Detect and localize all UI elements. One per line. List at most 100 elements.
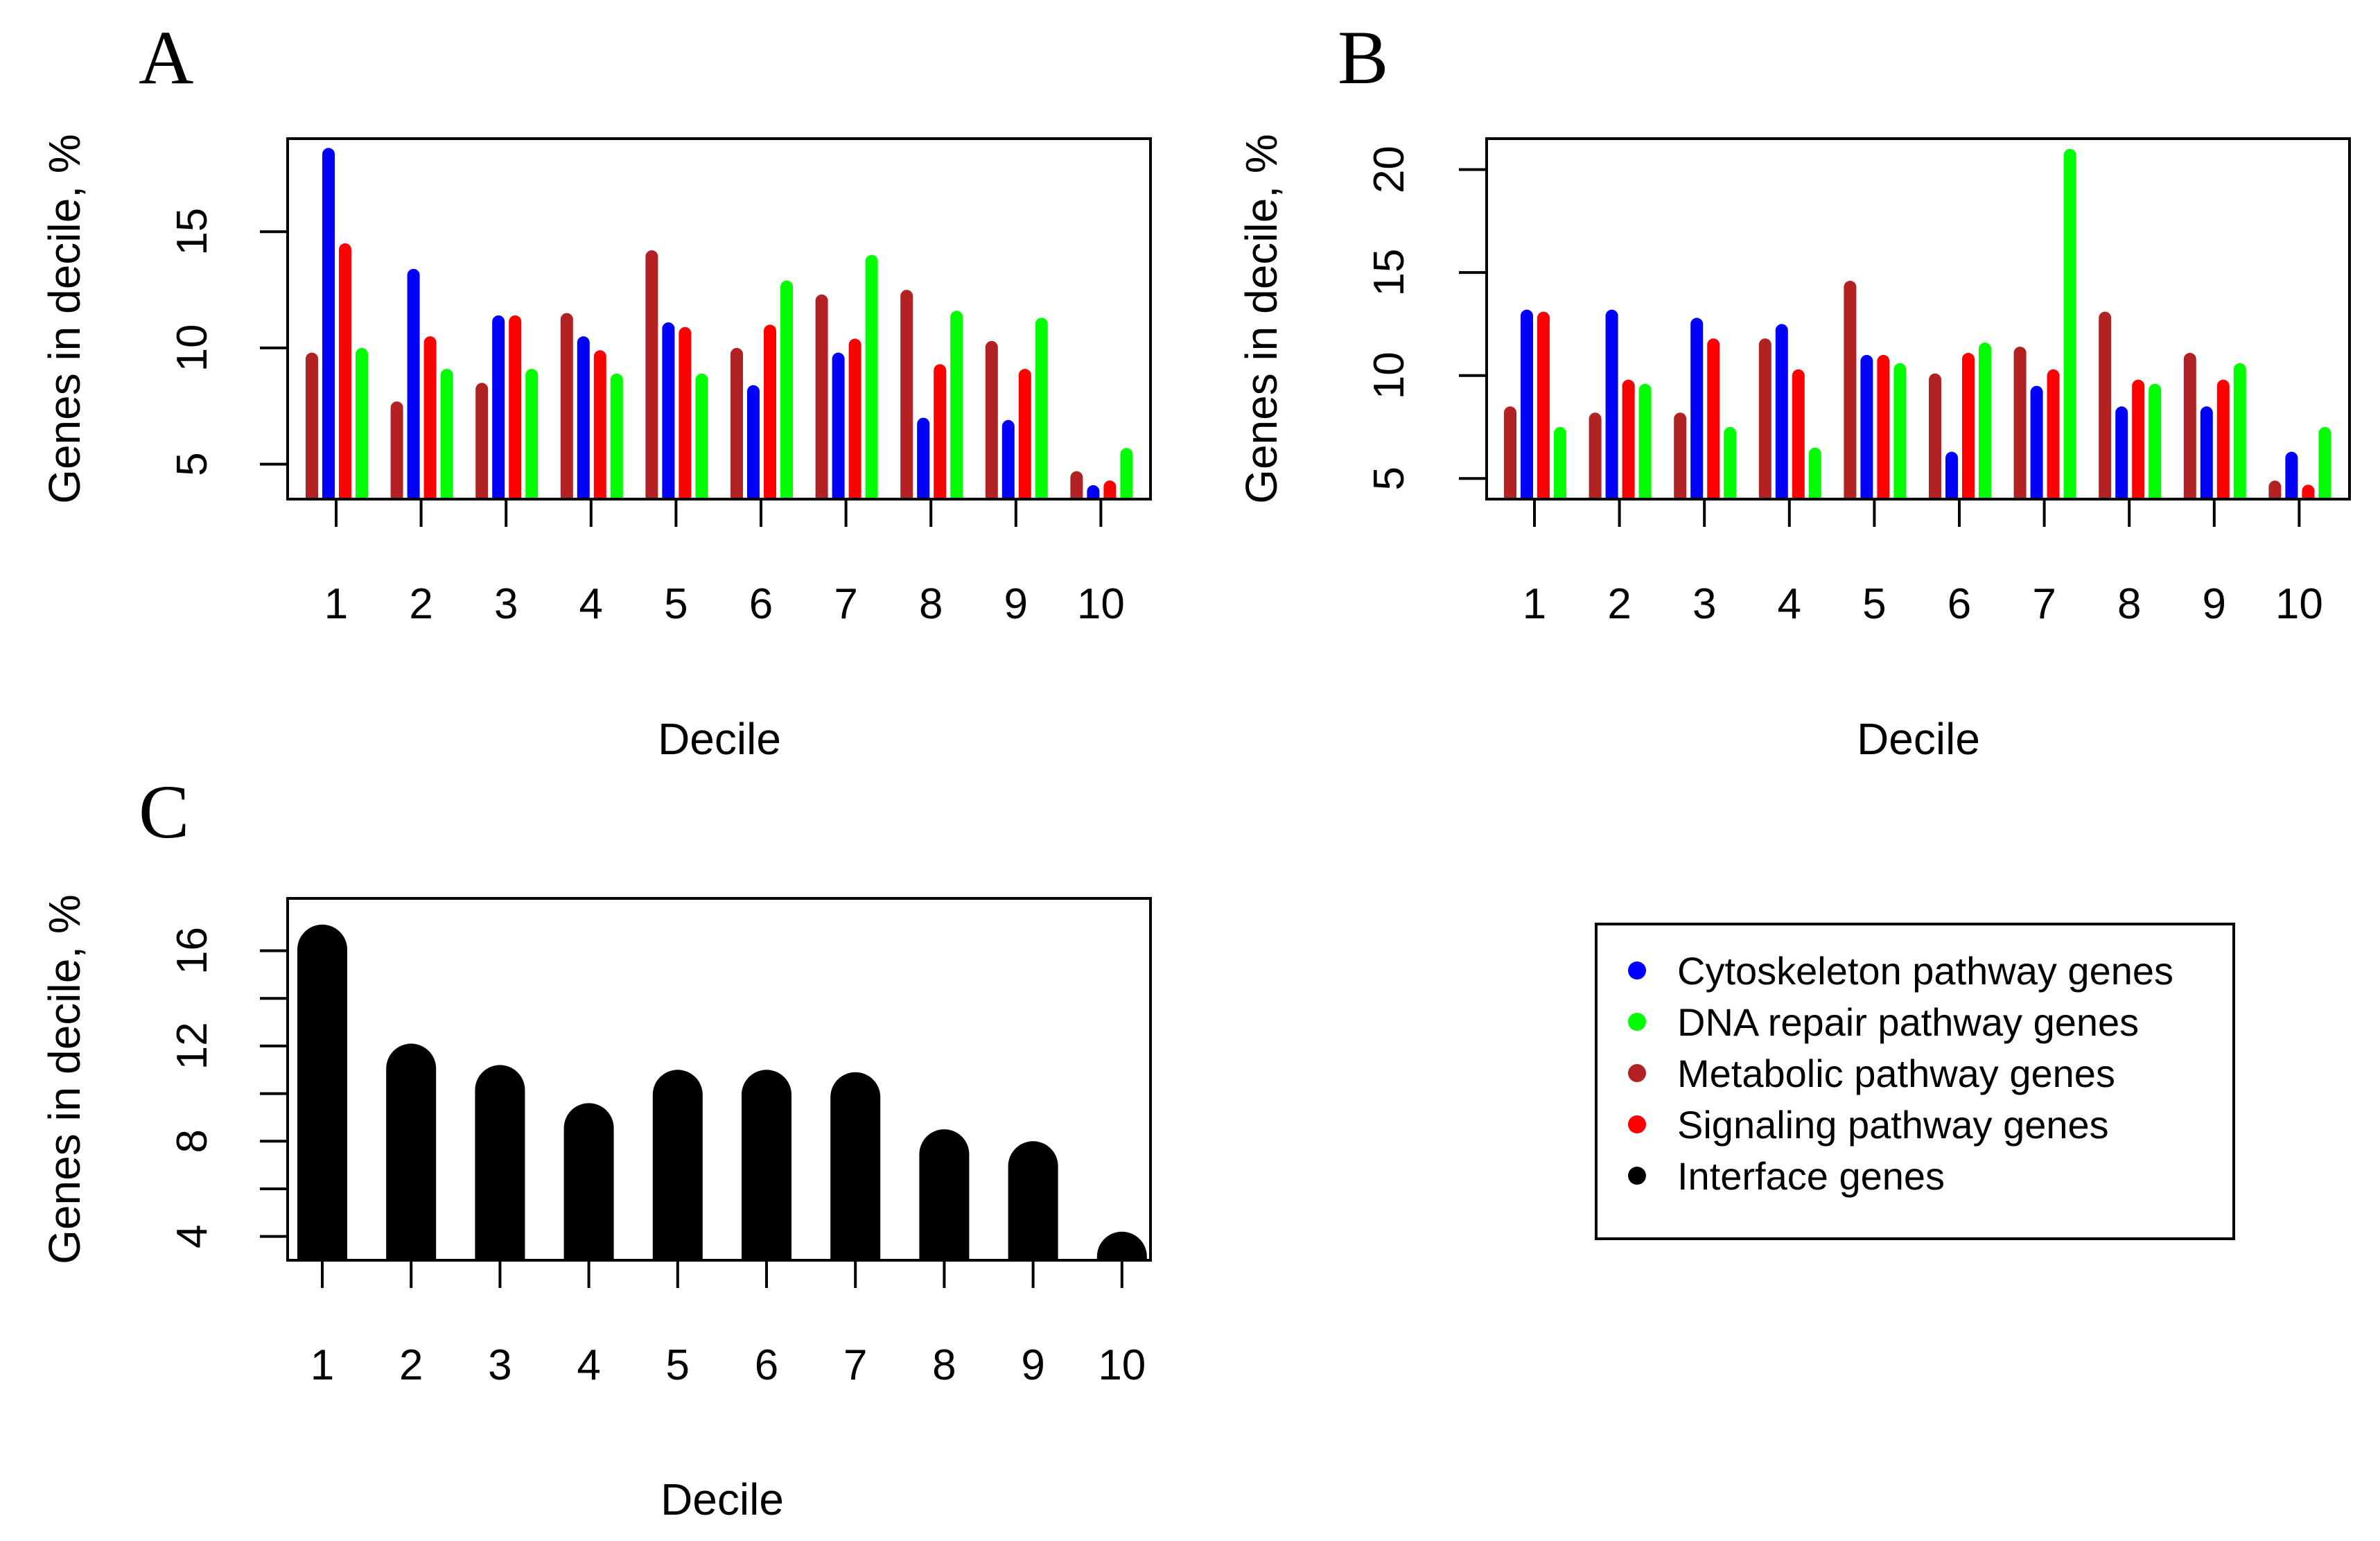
x-tick-label-8: 8 xyxy=(919,580,943,628)
bar-signaling-decile-8 xyxy=(934,364,947,499)
y-tick-label-12: 12 xyxy=(168,1022,216,1070)
bar-cytoskeleton-decile-3 xyxy=(1690,317,1704,499)
x-tick-label-5: 5 xyxy=(664,580,688,628)
x-tick-label-10: 10 xyxy=(1077,580,1125,628)
y-tick-label-4: 4 xyxy=(168,1224,216,1248)
legend-swatch-cytoskeleton xyxy=(1628,961,1646,980)
x-tick-label-10: 10 xyxy=(2275,580,2323,628)
x-tick-label-8: 8 xyxy=(932,1341,956,1389)
x-tick-label-7: 7 xyxy=(843,1341,867,1389)
bar-cytoskeleton-decile-5 xyxy=(1860,355,1873,499)
bar-signaling-decile-2 xyxy=(1622,379,1635,499)
y-tick-label-15: 15 xyxy=(168,208,216,256)
y-axis-label: Genes in decile, % xyxy=(1236,134,1286,504)
bar-signaling-decile-1 xyxy=(1537,311,1550,499)
x-tick-label-4: 4 xyxy=(577,1341,600,1389)
bar-metabolic-decile-8 xyxy=(2099,311,2112,499)
y-tick-label-10: 10 xyxy=(1365,351,1413,399)
bar-signaling-decile-8 xyxy=(2132,379,2145,499)
bar-interface-decile-4 xyxy=(563,1103,614,1260)
x-tick-label-6: 6 xyxy=(749,580,773,628)
bar-cytoskeleton-decile-3 xyxy=(492,315,505,499)
x-tick-label-4: 4 xyxy=(1778,580,1801,628)
x-tick-label-5: 5 xyxy=(666,1341,690,1389)
bar-signaling-decile-2 xyxy=(423,336,437,499)
legend-label-interface: Interface genes xyxy=(1677,1154,1945,1198)
bar-metabolic-decile-4 xyxy=(560,313,573,499)
bar-metabolic-decile-6 xyxy=(1929,373,1941,499)
bar-dna-decile-5 xyxy=(695,373,708,499)
x-tick-label-10: 10 xyxy=(1098,1341,1146,1389)
bar-signaling-decile-3 xyxy=(1707,338,1720,499)
bar-signaling-decile-6 xyxy=(764,324,776,499)
x-tick-label-1: 1 xyxy=(324,580,348,628)
bar-metabolic-decile-10 xyxy=(2268,480,2282,499)
bar-interface-decile-1 xyxy=(297,924,347,1260)
x-tick-label-9: 9 xyxy=(1021,1341,1044,1389)
bar-cytoskeleton-decile-2 xyxy=(1605,309,1618,499)
bar-dna-decile-7 xyxy=(865,254,878,499)
bar-metabolic-decile-3 xyxy=(1674,412,1687,499)
bar-cytoskeleton-decile-9 xyxy=(1001,419,1015,499)
x-tick-label-5: 5 xyxy=(1862,580,1886,628)
y-tick-label-8: 8 xyxy=(168,1129,216,1153)
bar-dna-decile-9 xyxy=(1035,317,1048,499)
bar-metabolic-decile-4 xyxy=(1758,338,1771,499)
legend-swatch-metabolic xyxy=(1628,1064,1646,1082)
x-tick-label-2: 2 xyxy=(409,580,432,628)
bar-dna-decile-4 xyxy=(610,373,623,499)
bar-signaling-decile-9 xyxy=(1018,369,1031,499)
x-tick-label-1: 1 xyxy=(1523,580,1546,628)
bar-dna-decile-5 xyxy=(1893,363,1907,499)
chart-panel-a: 1 2 3 4 5 6 7 8 9 10 5 10 15 Decile Genes in decile, % xyxy=(40,134,1152,764)
x-tick-label-2: 2 xyxy=(399,1341,423,1389)
bar-interface-decile-8 xyxy=(919,1129,970,1260)
y-axis-label: Genes in decile, % xyxy=(40,894,89,1264)
y-axis-label: Genes in decile, % xyxy=(40,134,89,504)
plot-frame xyxy=(286,137,1152,500)
bar-cytoskeleton-decile-6 xyxy=(747,385,760,499)
y-tick-label-5: 5 xyxy=(1365,467,1413,490)
bar-interface-decile-5 xyxy=(652,1070,703,1260)
bar-metabolic-decile-1 xyxy=(1504,406,1516,499)
x-tick-label-7: 7 xyxy=(834,580,857,628)
plot-frame xyxy=(286,897,1152,1262)
bar-dna-decile-6 xyxy=(1979,342,1991,499)
bar-signaling-decile-7 xyxy=(848,338,861,499)
bar-metabolic-decile-9 xyxy=(2183,353,2196,499)
bar-interface-decile-10 xyxy=(1096,1231,1147,1260)
bar-cytoskeleton-decile-1 xyxy=(1521,309,1533,499)
panel-label-b: B xyxy=(1338,15,1388,100)
bar-dna-decile-2 xyxy=(440,369,453,499)
bar-signaling-decile-10 xyxy=(2302,485,2315,499)
bar-dna-decile-8 xyxy=(950,311,963,499)
bar-dna-decile-8 xyxy=(2149,383,2162,499)
x-tick-label-6: 6 xyxy=(755,1341,778,1389)
bar-cytoskeleton-decile-1 xyxy=(322,148,335,499)
plot-frame xyxy=(1485,137,2351,500)
bar-dna-decile-3 xyxy=(1724,427,1737,499)
legend-swatch-dna xyxy=(1628,1013,1646,1031)
bar-metabolic-decile-5 xyxy=(645,250,658,499)
x-tick-label-3: 3 xyxy=(1692,580,1716,628)
bar-signaling-decile-6 xyxy=(1962,353,1975,499)
bar-dna-decile-10 xyxy=(2318,427,2331,499)
bar-signaling-decile-5 xyxy=(1877,355,1890,499)
bar-dna-decile-7 xyxy=(2063,148,2076,499)
chart-panel-b: 1 2 3 4 5 6 7 8 9 10 5 10 15 20 Decile Genes in decile,… xyxy=(1236,134,2351,764)
bar-interface-decile-7 xyxy=(830,1072,881,1260)
y-tick-label-5: 5 xyxy=(168,452,216,476)
bar-cytoskeleton-decile-10 xyxy=(1087,485,1100,499)
bar-metabolic-decile-7 xyxy=(2013,347,2027,499)
x-axis-label: Decile xyxy=(1857,714,1980,764)
x-tick-label-9: 9 xyxy=(1004,580,1028,628)
x-tick-label-8: 8 xyxy=(2117,580,2141,628)
bar-signaling-decile-9 xyxy=(2216,379,2230,499)
bar-cytoskeleton-decile-9 xyxy=(2200,406,2213,499)
bar-metabolic-decile-1 xyxy=(306,352,318,499)
bar-interface-decile-6 xyxy=(742,1070,791,1260)
panel-label-a: A xyxy=(139,15,193,100)
x-tick-label-9: 9 xyxy=(2203,580,2226,628)
legend: Cytoskeleton pathway genes DNA repair pat… xyxy=(1595,923,2235,1240)
